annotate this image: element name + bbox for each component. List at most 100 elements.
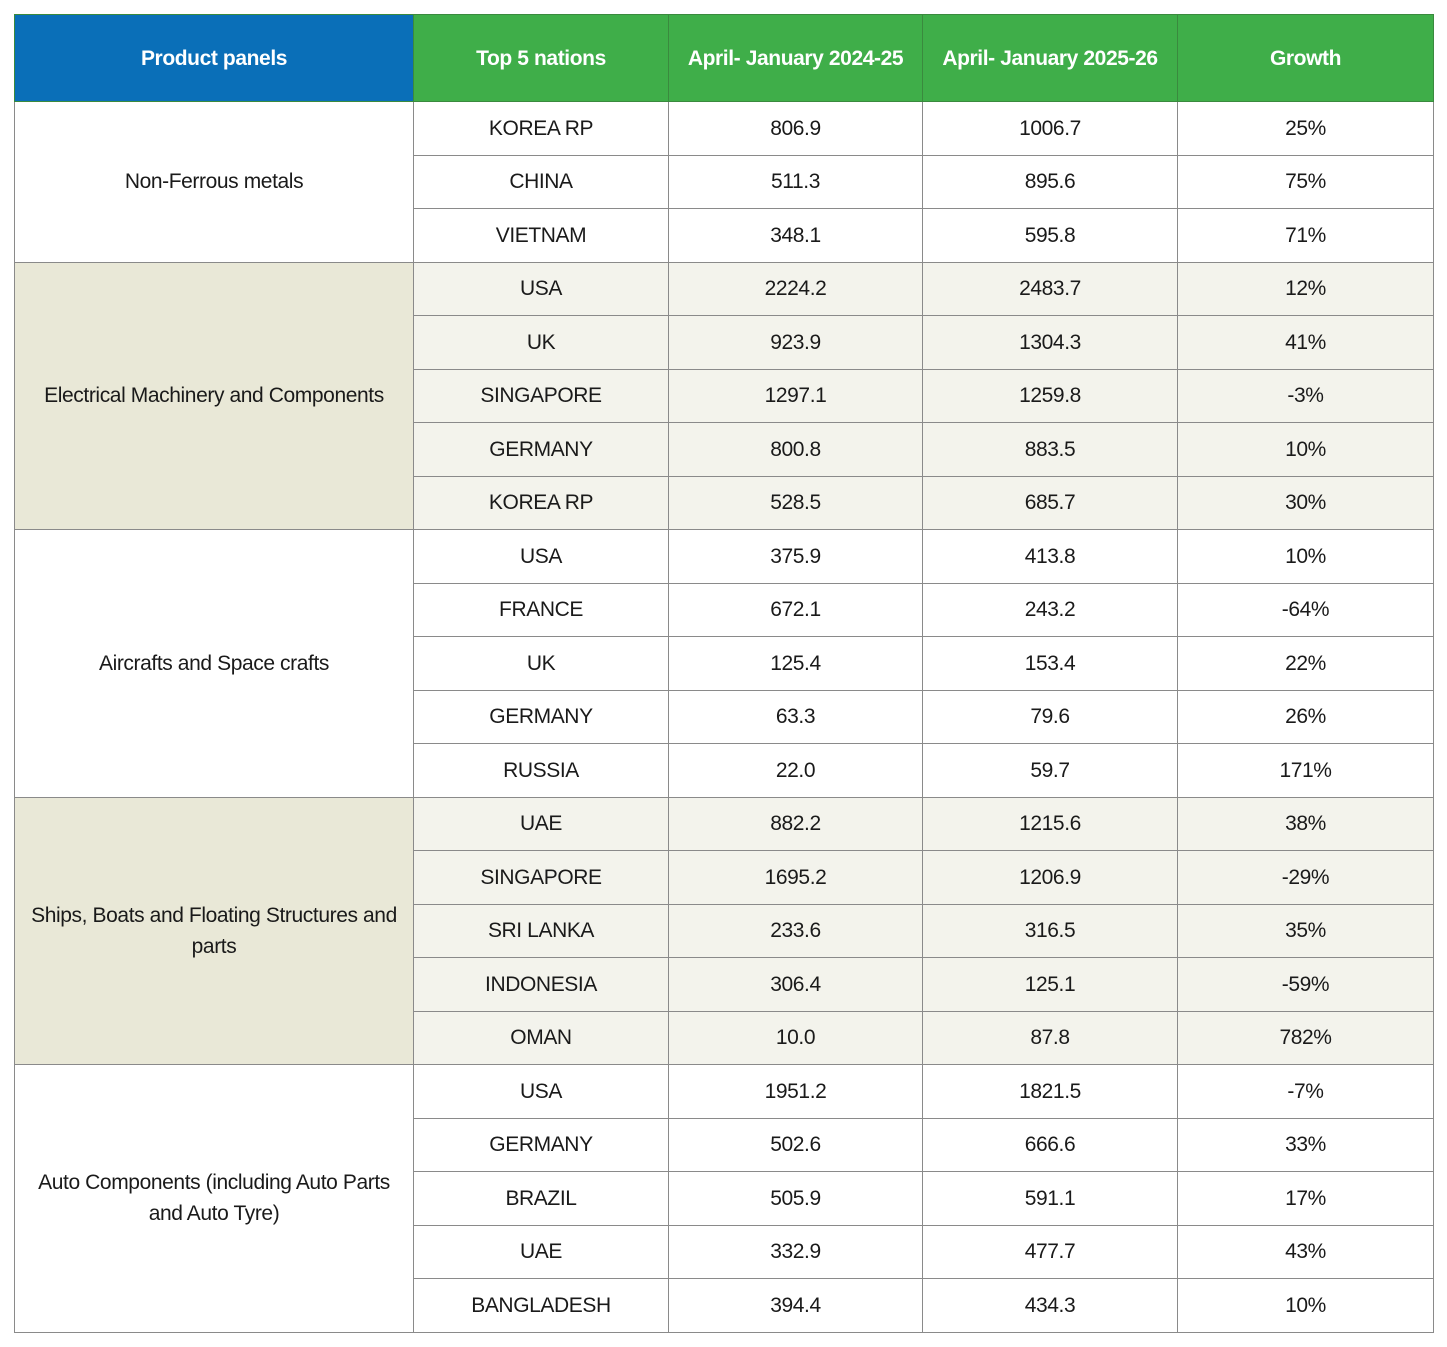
table-cell: 1206.9 xyxy=(922,850,1178,905)
table-row: UAE 332.9 477.7 43% xyxy=(15,1224,1434,1279)
table-cell: 332.9 xyxy=(668,1224,923,1279)
table-cell: 10% xyxy=(1177,1278,1434,1333)
table-cell: 1259.8 xyxy=(922,368,1178,423)
table-cell: RUSSIA xyxy=(413,743,669,798)
table-cell: FRANCE xyxy=(413,582,669,637)
table-cell: 87.8 xyxy=(922,1010,1178,1065)
table-cell: -29% xyxy=(1177,850,1434,905)
table-cell: GERMANY xyxy=(413,689,669,744)
table-cell: 505.9 xyxy=(668,1171,923,1226)
table-cell: 782% xyxy=(1177,1010,1434,1065)
table-row: Auto Components (including Auto Parts an… xyxy=(14,1064,1434,1333)
table-cell: 10% xyxy=(1177,422,1434,477)
table-cell: 502.6 xyxy=(668,1117,923,1172)
table-cell: 59.7 xyxy=(922,743,1178,798)
table-row: GERMANY 800.8 883.5 10% xyxy=(15,422,1434,477)
table-cell: 25% xyxy=(1177,101,1434,156)
table-cell: SINGAPORE xyxy=(413,850,669,905)
table-row: GERMANY 502.6 666.6 33% xyxy=(15,1117,1434,1172)
table-cell: 2483.7 xyxy=(922,261,1178,316)
table-cell: UK xyxy=(413,315,669,370)
table-cell: 41% xyxy=(1177,315,1434,370)
table-cell: 22% xyxy=(1177,636,1434,691)
table-row: FRANCE 672.1 243.2 -64% xyxy=(15,582,1434,637)
table-cell: 666.6 xyxy=(922,1117,1178,1172)
table-cell: 1215.6 xyxy=(922,796,1178,851)
panel-cell: Aircrafts and Space crafts xyxy=(14,529,414,798)
table-cell: 685.7 xyxy=(922,475,1178,530)
table-cell: 800.8 xyxy=(668,422,923,477)
table-cell: 63.3 xyxy=(668,689,923,744)
table-row: Aircrafts and Space crafts USA 375.9 413.8 1… xyxy=(14,529,1434,798)
header-cell: April- January 2025-26 xyxy=(922,14,1178,102)
header-cell: Product panels xyxy=(14,14,414,102)
table-row: SINGAPORE 1695.2 1206.9 -29% xyxy=(15,850,1434,905)
table-cell: 30% xyxy=(1177,475,1434,530)
table-cell: 591.1 xyxy=(922,1171,1178,1226)
table-row: Electrical Machinery and Components USA 22… xyxy=(14,261,1434,530)
panel-cell: Electrical Machinery and Components xyxy=(14,261,414,530)
table-cell: VIETNAM xyxy=(413,208,669,263)
header-cell: April- January 2024-25 xyxy=(668,14,923,102)
table-cell: 477.7 xyxy=(922,1224,1178,1279)
table-cell: OMAN xyxy=(413,1010,669,1065)
table-cell: 1304.3 xyxy=(922,315,1178,370)
table-cell: 306.4 xyxy=(668,957,923,1012)
table-row: SINGAPORE 1297.1 1259.8 -3% xyxy=(15,368,1434,423)
table-cell: 595.8 xyxy=(922,208,1178,263)
table-cell: 806.9 xyxy=(668,101,923,156)
table-cell: SRI LANKA xyxy=(413,903,669,958)
table-cell: KOREA RP xyxy=(413,475,669,530)
table-cell: KOREA RP xyxy=(413,101,669,156)
table-cell: 171% xyxy=(1177,743,1434,798)
panel-cell: Ships, Boats and Floating Structures and… xyxy=(14,796,414,1065)
table-cell: 375.9 xyxy=(668,529,923,584)
table-row: BANGLADESH 394.4 434.3 10% xyxy=(15,1278,1434,1333)
table-cell: GERMANY xyxy=(413,1117,669,1172)
table-cell: CHINA xyxy=(413,154,669,209)
table-cell: 43% xyxy=(1177,1224,1434,1279)
table-cell: 233.6 xyxy=(668,903,923,958)
table-cell: -7% xyxy=(1177,1064,1434,1119)
table-cell: 1821.5 xyxy=(922,1064,1178,1119)
panel-cell: Auto Components (including Auto Parts an… xyxy=(14,1064,414,1333)
table-cell: 1951.2 xyxy=(668,1064,923,1119)
table-cell: 434.3 xyxy=(922,1278,1178,1333)
table-cell: 511.3 xyxy=(668,154,923,209)
table-row: OMAN 10.0 87.8 782% xyxy=(15,1010,1434,1065)
table-cell: 35% xyxy=(1177,903,1434,958)
table-cell: 79.6 xyxy=(922,689,1178,744)
table-cell: 882.2 xyxy=(668,796,923,851)
table-row: BRAZIL 505.9 591.1 17% xyxy=(15,1171,1434,1226)
table-cell: 22.0 xyxy=(668,743,923,798)
table-cell: 26% xyxy=(1177,689,1434,744)
header-cell: Top 5 nations xyxy=(413,14,669,102)
header-cell: Growth xyxy=(1177,14,1434,102)
table-row: VIETNAM 348.1 595.8 71% xyxy=(15,208,1434,263)
table-cell: -3% xyxy=(1177,368,1434,423)
table-body: Non-Ferrous metals KOREA RP 806.9 1006.7 25%… xyxy=(14,101,1434,1333)
table-cell: USA xyxy=(413,1064,669,1119)
panel-cell: Non-Ferrous metals xyxy=(14,101,414,263)
table-cell: 17% xyxy=(1177,1171,1434,1226)
table-cell: 1006.7 xyxy=(922,101,1178,156)
table-cell: 71% xyxy=(1177,208,1434,263)
table-cell: 2224.2 xyxy=(668,261,923,316)
table-cell: 10% xyxy=(1177,529,1434,584)
table-cell: GERMANY xyxy=(413,422,669,477)
table-cell: 883.5 xyxy=(922,422,1178,477)
table-row: SRI LANKA 233.6 316.5 35% xyxy=(15,903,1434,958)
table-cell: 413.8 xyxy=(922,529,1178,584)
table-cell: 10.0 xyxy=(668,1010,923,1065)
table-cell: UK xyxy=(413,636,669,691)
header-row: Product panels Top 5 nations April- Januar… xyxy=(14,14,1434,102)
table-cell: 33% xyxy=(1177,1117,1434,1172)
table-cell: 1695.2 xyxy=(668,850,923,905)
data-table: Product panels Top 5 nations April- Januar… xyxy=(14,14,1434,1333)
table-cell: INDONESIA xyxy=(413,957,669,1012)
table-cell: 243.2 xyxy=(922,582,1178,637)
table-row: CHINA 511.3 895.6 75% xyxy=(15,154,1434,209)
table-row: UK 923.9 1304.3 41% xyxy=(15,315,1434,370)
table-cell: SINGAPORE xyxy=(413,368,669,423)
table-cell: 12% xyxy=(1177,261,1434,316)
